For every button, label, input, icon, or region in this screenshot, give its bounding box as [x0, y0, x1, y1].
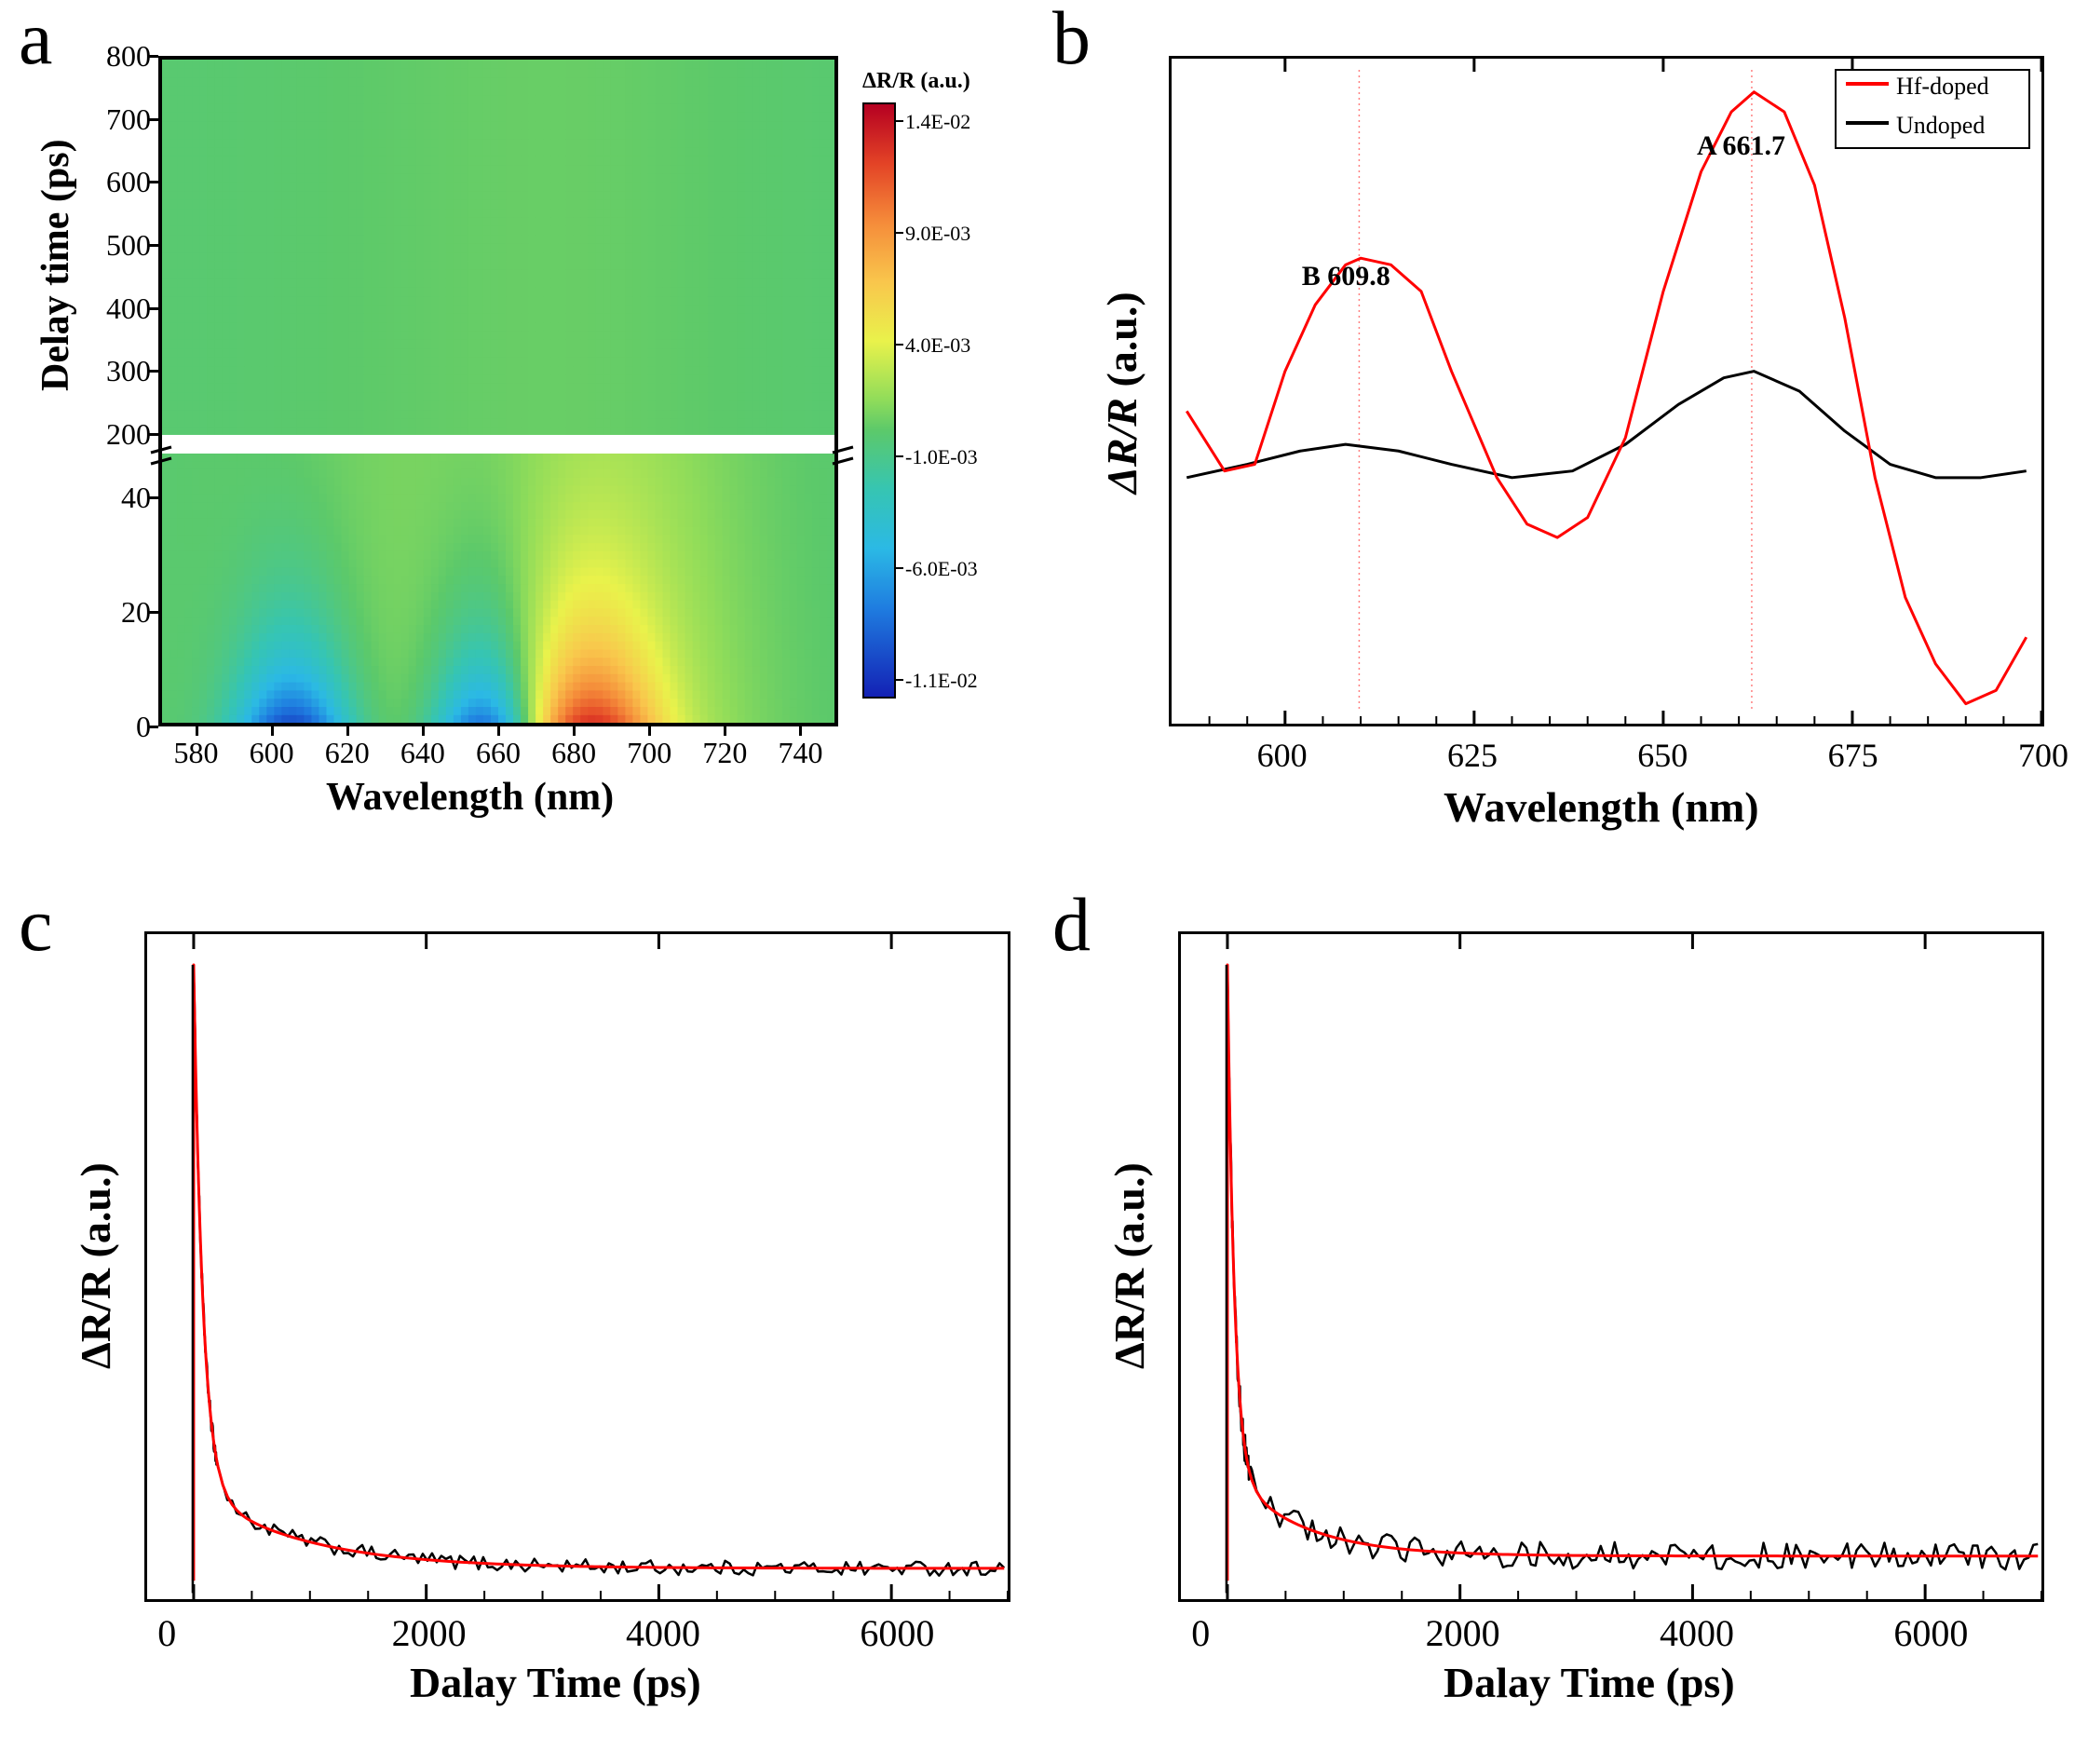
tick-mark [346, 726, 349, 736]
panel-a-ylabel: Delay time (ps) [34, 139, 78, 391]
panel-b-xtick: 650 [1637, 736, 1688, 775]
tick-mark [896, 232, 903, 234]
tick-mark [196, 726, 198, 736]
tick-mark [799, 726, 802, 736]
panel-a-xtick: 680 [551, 736, 596, 770]
decay-xtick: 0 [157, 1611, 176, 1655]
tick-mark [149, 433, 158, 436]
panel-a-xtick: 720 [702, 736, 747, 770]
legend-swatch-undoped [1846, 121, 1889, 125]
panel-d-plotbox [1178, 931, 2044, 1602]
tick-mark [149, 55, 158, 58]
panel-a-ytick: 400 [93, 292, 151, 326]
decay-xtick: 4000 [626, 1611, 700, 1655]
panel-c: ΔR/R (a.u.) Dalay Time (ps) 0 2000 4000 600… [19, 903, 1034, 1742]
panel-a-xtick: 740 [778, 736, 822, 770]
tick-mark [149, 307, 158, 310]
panel-a-ytick: 700 [93, 102, 151, 137]
panel-b-svg [1172, 59, 2041, 724]
tick-mark [896, 455, 903, 457]
panel-a-ytick: 0 [93, 710, 151, 744]
colorbar-tick: 4.0E-03 [905, 333, 970, 358]
panel-b-xtick: 625 [1447, 736, 1498, 775]
panel-a-xtick: 580 [174, 736, 219, 770]
figure-root: a b c d Delay time (ps) Wavelength (nm) … [0, 0, 2088, 1764]
panel-d-xlabel: Dalay Time (ps) [1444, 1658, 1735, 1707]
tick-mark [422, 726, 425, 736]
tick-mark [896, 679, 903, 681]
panel-d-ylabel: ΔR/R (a.u.) [1105, 1162, 1154, 1369]
panel-a: Delay time (ps) Wavelength (nm) 580 600 62… [19, 28, 1024, 866]
peak-annotation: A 661.7 [1697, 130, 1785, 162]
panel-a-heatmap-svg [162, 60, 834, 723]
tick-mark [724, 726, 726, 736]
colorbar-tick: -1.1E-02 [905, 669, 978, 693]
panel-b-xtick: 700 [2018, 736, 2068, 775]
panel-a-ytick: 300 [93, 354, 151, 388]
panel-a-xtick: 640 [400, 736, 445, 770]
tick-mark [896, 344, 903, 346]
colorbar-tick: -6.0E-03 [905, 557, 978, 581]
peak-annotation: B 609.8 [1302, 261, 1390, 292]
panel-d-svg [1181, 934, 2041, 1599]
panel-c-ylabel: ΔR/R (a.u.) [71, 1162, 120, 1369]
panel-a-ytick: 40 [93, 481, 151, 515]
tick-mark [648, 726, 651, 736]
colorbar-tick: 9.0E-03 [905, 222, 970, 246]
panel-a-ytick: 600 [93, 165, 151, 199]
panel-b-legend: Hf-doped Undoped [1835, 69, 2030, 149]
panel-b-plotbox [1169, 56, 2044, 726]
decay-xtick: 0 [1191, 1611, 1210, 1655]
tick-mark [149, 370, 158, 373]
panel-a-ytick: 800 [93, 39, 151, 74]
panel-b-xtick: 600 [1257, 736, 1308, 775]
tick-mark [573, 726, 576, 736]
colorbar-title: ΔR/R (a.u.) [862, 69, 970, 94]
panel-c-plotbox [144, 931, 1010, 1602]
panel-a-ytick: 200 [93, 417, 151, 452]
panel-a-xlabel: Wavelength (nm) [326, 775, 614, 820]
legend-label-undoped: Undoped [1896, 112, 1985, 140]
panel-a-ytick: 500 [93, 228, 151, 263]
panel-a-xtick: 600 [250, 736, 294, 770]
tick-mark [149, 118, 158, 121]
tick-mark [497, 726, 500, 736]
legend-swatch-hf [1846, 82, 1889, 86]
panel-a-plotbox [158, 56, 838, 726]
panel-b: ΔR/R (a.u.) Wavelength (nm) 600 625 650 675… [1052, 28, 2068, 866]
panel-c-svg [147, 934, 1008, 1599]
colorbar-tick: 1.4E-02 [905, 110, 970, 134]
decay-xtick: 4000 [1660, 1611, 1734, 1655]
decay-xtick: 6000 [860, 1611, 934, 1655]
axis-break-right [831, 445, 855, 468]
panel-a-xtick: 620 [325, 736, 370, 770]
tick-mark [149, 726, 158, 728]
tick-mark [896, 120, 903, 122]
panel-b-ylabel: ΔR/R (a.u.) [1097, 292, 1146, 494]
panel-a-ytick: 20 [93, 595, 151, 630]
decay-xtick: 2000 [1426, 1611, 1500, 1655]
tick-mark [149, 496, 158, 499]
tick-mark [149, 181, 158, 183]
colorbar [862, 102, 896, 699]
decay-xtick: 6000 [1893, 1611, 1968, 1655]
colorbar-tick: -1.0E-03 [905, 445, 978, 469]
decay-xtick: 2000 [392, 1611, 467, 1655]
panel-c-xlabel: Dalay Time (ps) [410, 1658, 701, 1707]
axis-break-left [149, 445, 173, 468]
panel-b-xlabel: Wavelength (nm) [1444, 782, 1759, 832]
panel-d: ΔR/R (a.u.) Dalay Time (ps) 0 2000 4000 600… [1052, 903, 2068, 1742]
tick-mark [149, 244, 158, 247]
panel-b-xtick: 675 [1828, 736, 1878, 775]
tick-mark [271, 726, 274, 736]
panel-a-xtick: 660 [476, 736, 521, 770]
panel-a-xtick: 700 [627, 736, 671, 770]
legend-label-hf: Hf-doped [1896, 73, 1989, 101]
tick-mark [896, 567, 903, 569]
tick-mark [149, 611, 158, 614]
